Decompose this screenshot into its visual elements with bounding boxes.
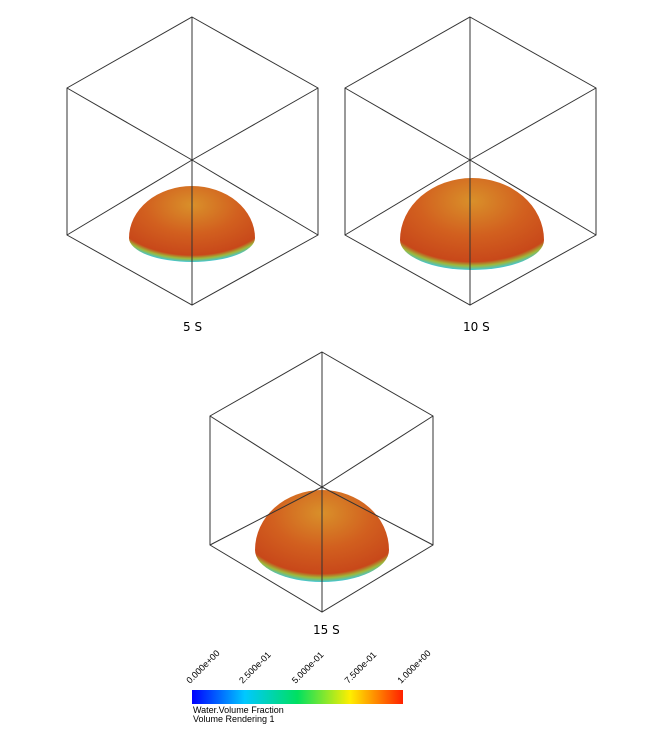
cube-edge <box>469 159 597 236</box>
panel: 10 S <box>344 16 597 334</box>
cube-edge <box>66 87 193 161</box>
colorbar-tick-label: 1.000e+00 <box>395 648 432 685</box>
colorbar-scale <box>192 690 403 704</box>
panel-label: 5 S <box>183 320 202 334</box>
cube-edge <box>344 159 471 236</box>
cube-edge <box>209 486 323 546</box>
cube-edge <box>321 415 434 488</box>
cube-edge <box>321 486 434 546</box>
colorbar-tick-label: 5.000e-01 <box>290 650 326 686</box>
cube-edge <box>191 159 319 236</box>
cube-wireframe <box>344 16 597 306</box>
cube-edge <box>344 87 471 161</box>
colorbar-tick-label: 0.000e+00 <box>184 648 221 685</box>
panel-label: 15 S <box>313 623 340 637</box>
panel: 15 S <box>209 351 434 637</box>
colorbar-tick-label: 7.500e-01 <box>343 650 379 686</box>
colorbar: Water.Volume Fraction Volume Rendering 1… <box>184 648 432 724</box>
panel-label: 10 S <box>463 320 490 334</box>
colorbar-subtitle: Volume Rendering 1 <box>193 714 275 724</box>
cube-edge <box>469 87 597 161</box>
cube-edge <box>209 415 323 488</box>
cube-edge <box>191 87 319 161</box>
dome-rendering <box>400 178 544 270</box>
cube-wireframe <box>66 16 319 306</box>
cube-edge <box>66 159 193 236</box>
panel: 5 S <box>66 16 319 334</box>
colorbar-tick-label: 2.500e-01 <box>237 650 273 686</box>
colorbar-title: Water.Volume Fraction <box>193 705 284 715</box>
cube-wireframe <box>209 351 434 613</box>
